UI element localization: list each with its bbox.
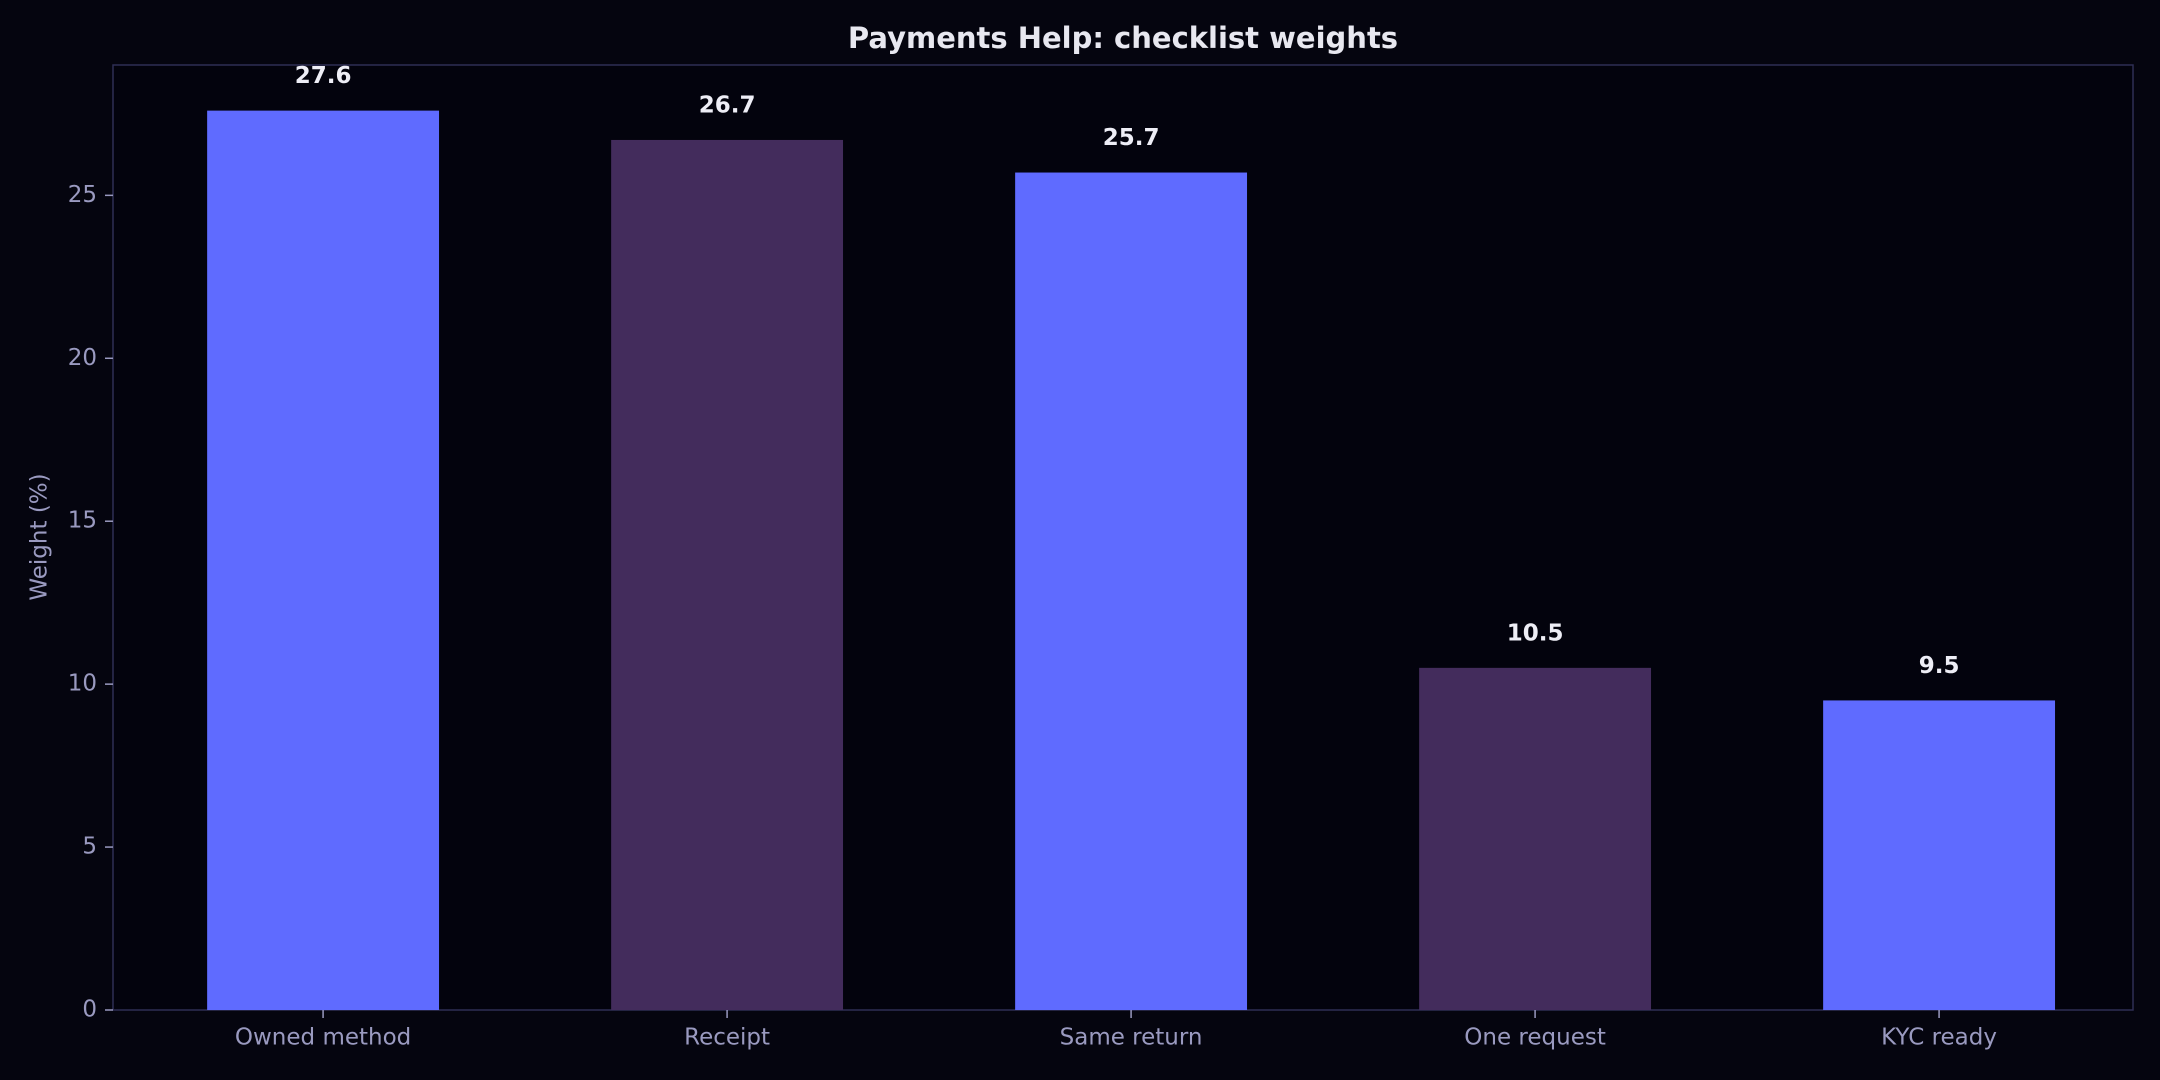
x-tick-label: Same return — [1060, 1025, 1203, 1051]
y-axis-label: Weight (%) — [27, 473, 53, 600]
y-tick-label: 25 — [68, 182, 97, 208]
bar — [207, 110, 440, 1011]
value-label: 26.7 — [699, 92, 756, 118]
bar — [611, 139, 844, 1011]
y-tick-label: 20 — [68, 345, 97, 371]
x-tick-label: Owned method — [235, 1025, 411, 1051]
value-label: 9.5 — [1919, 653, 1960, 679]
x-tick-label: One request — [1464, 1025, 1606, 1051]
y-tick-label: 0 — [82, 997, 97, 1023]
y-tick-label: 10 — [68, 671, 97, 697]
y-tick-label: 5 — [82, 834, 97, 860]
value-label: 25.7 — [1103, 125, 1160, 151]
value-label: 10.5 — [1507, 620, 1564, 646]
bar — [1015, 172, 1248, 1010]
x-tick-label: Receipt — [684, 1025, 770, 1051]
bar — [1823, 700, 2056, 1010]
x-tick-label: KYC ready — [1881, 1025, 1997, 1051]
y-tick-label: 15 — [68, 508, 97, 534]
value-label: 27.6 — [295, 63, 352, 89]
chart-title: Payments Help: checklist weights — [848, 21, 1398, 55]
bar — [1419, 667, 1652, 1010]
